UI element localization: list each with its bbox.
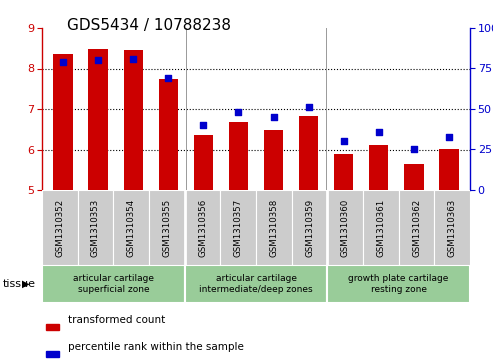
Bar xyxy=(327,265,470,303)
Text: GSM1310356: GSM1310356 xyxy=(198,198,207,257)
Text: GSM1310362: GSM1310362 xyxy=(412,198,421,257)
Bar xyxy=(53,54,72,190)
Bar xyxy=(256,190,292,265)
Bar xyxy=(46,351,59,357)
Point xyxy=(129,56,137,62)
Bar xyxy=(299,116,318,190)
Point xyxy=(59,59,67,65)
Bar xyxy=(334,154,353,190)
Point xyxy=(445,134,453,139)
Bar xyxy=(42,265,185,303)
Bar xyxy=(185,265,327,303)
Text: articular cartilage
superficial zone: articular cartilage superficial zone xyxy=(73,274,154,294)
Text: percentile rank within the sample: percentile rank within the sample xyxy=(68,342,244,352)
Bar xyxy=(369,144,388,190)
Bar xyxy=(194,135,213,190)
Bar xyxy=(229,122,248,190)
Point xyxy=(305,105,313,110)
Bar xyxy=(78,190,113,265)
Text: GSM1310354: GSM1310354 xyxy=(127,198,136,257)
Point xyxy=(270,114,278,120)
Bar xyxy=(159,79,178,190)
Text: GSM1310361: GSM1310361 xyxy=(376,198,386,257)
Text: growth plate cartilage
resting zone: growth plate cartilage resting zone xyxy=(349,274,449,294)
Bar xyxy=(149,190,185,265)
Text: GSM1310357: GSM1310357 xyxy=(234,198,243,257)
Text: ▶: ▶ xyxy=(22,279,30,289)
Bar xyxy=(42,190,78,265)
Text: tissue: tissue xyxy=(2,279,35,289)
Point xyxy=(200,122,208,128)
Text: articular cartilage
intermediate/deep zones: articular cartilage intermediate/deep zo… xyxy=(199,274,313,294)
Bar xyxy=(113,190,149,265)
Bar xyxy=(292,190,327,265)
Text: GSM1310363: GSM1310363 xyxy=(448,198,457,257)
Bar xyxy=(88,49,108,190)
Bar xyxy=(439,149,458,190)
Bar xyxy=(124,50,143,190)
Bar xyxy=(399,190,434,265)
Point xyxy=(94,57,102,63)
Bar xyxy=(46,324,59,330)
Point xyxy=(410,147,418,152)
Text: GSM1310355: GSM1310355 xyxy=(162,198,172,257)
Point xyxy=(164,75,172,81)
Bar xyxy=(404,164,423,190)
Text: GSM1310359: GSM1310359 xyxy=(305,199,314,257)
Point xyxy=(375,129,383,135)
Bar xyxy=(220,190,256,265)
Text: GSM1310360: GSM1310360 xyxy=(341,198,350,257)
Text: GSM1310352: GSM1310352 xyxy=(55,198,64,257)
Bar xyxy=(264,130,283,190)
Bar xyxy=(327,190,363,265)
Bar xyxy=(185,190,220,265)
Point xyxy=(340,139,348,144)
Bar xyxy=(363,190,399,265)
Text: GSM1310353: GSM1310353 xyxy=(91,198,100,257)
Text: GDS5434 / 10788238: GDS5434 / 10788238 xyxy=(67,18,231,33)
Text: transformed count: transformed count xyxy=(68,315,165,325)
Bar xyxy=(434,190,470,265)
Text: GSM1310358: GSM1310358 xyxy=(269,198,279,257)
Point xyxy=(235,109,243,115)
